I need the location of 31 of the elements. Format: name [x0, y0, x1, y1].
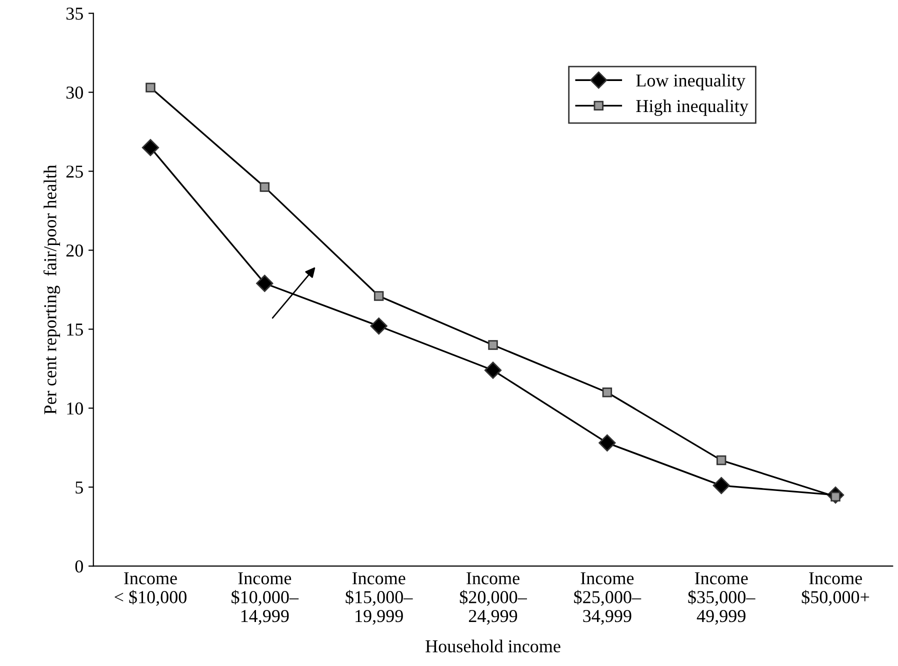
- y-tick-label: 0: [75, 560, 83, 573]
- point: [716, 455, 726, 466]
- point: [712, 477, 730, 494]
- point: [374, 291, 384, 301]
- legend-label: High inequality: [636, 99, 748, 116]
- y-tick-label: 25: [66, 166, 83, 178]
- point: [146, 82, 156, 92]
- y-axis-title: Per cent reporting fair/poor health: [43, 164, 60, 414]
- y-tick-label: 10: [67, 402, 83, 415]
- y-tick-label: 20: [66, 244, 83, 257]
- point: [142, 139, 160, 156]
- y-tick-label: 30: [66, 86, 83, 99]
- x-axis-title: Household income: [426, 640, 560, 652]
- x-tick-label: Income $25,000– 34,999: [574, 572, 642, 625]
- y-tick-label: 15: [67, 324, 83, 336]
- point: [484, 362, 502, 379]
- y-tick-label: 5: [76, 482, 83, 494]
- x-tick-label: Income $50,000+: [802, 572, 870, 606]
- point: [370, 317, 388, 335]
- x-tick-label: Income $20,000– 24,999: [460, 572, 527, 625]
- point: [602, 388, 612, 398]
- x-tick-label: Income $35,000– 49,999: [688, 572, 756, 625]
- x-tick-label: Income $10,000– 14,999: [232, 572, 299, 625]
- point: [260, 182, 270, 192]
- x-tick-label: Income < $10,000: [114, 572, 186, 606]
- legend-label: Low inequality: [636, 74, 746, 90]
- y-tick-label: 35: [66, 8, 83, 20]
- point: [488, 340, 498, 350]
- point: [598, 434, 616, 452]
- x-tick-label: Income $15,000– 19,999: [346, 572, 413, 625]
- point: [256, 274, 274, 292]
